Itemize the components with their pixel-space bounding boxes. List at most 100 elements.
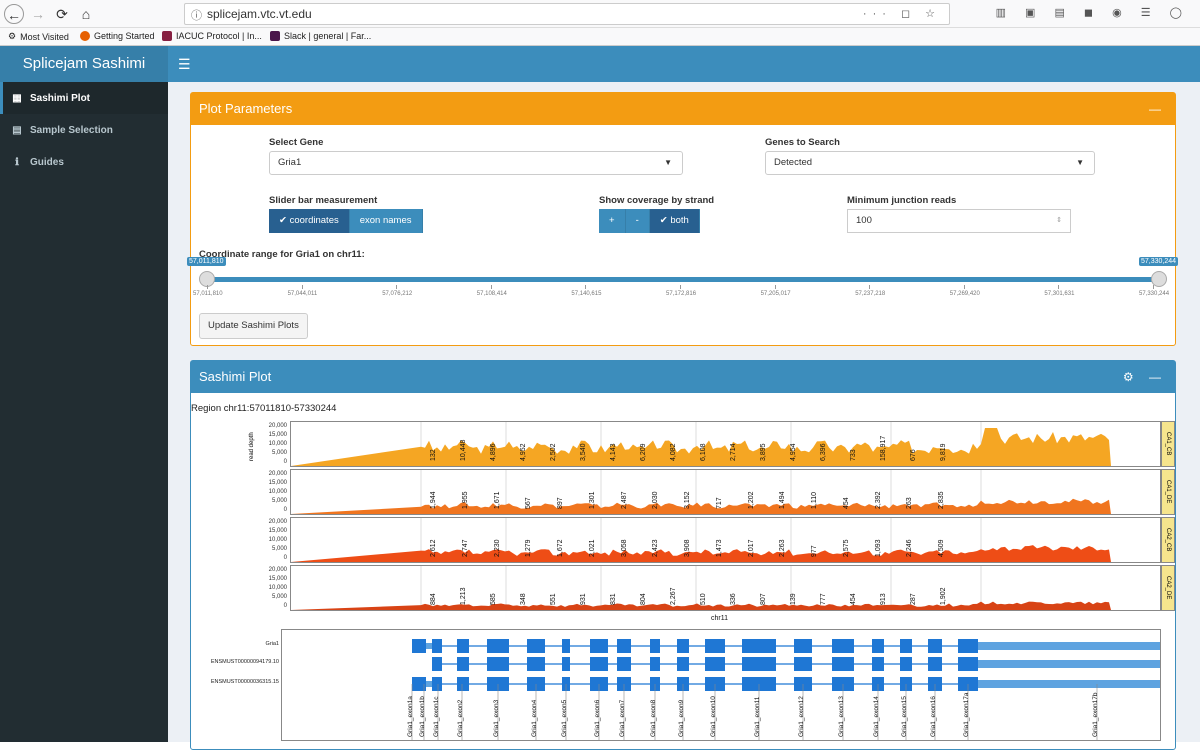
exon-label: Gria1_exon17a: [963, 692, 970, 737]
exon-block: [958, 639, 978, 653]
exon-block: [650, 639, 660, 653]
exon-block: [562, 639, 570, 653]
reload-icon[interactable]: ⟳: [56, 6, 68, 22]
page-actions-icon[interactable]: ··· ◻ ☆: [862, 8, 941, 20]
bookmark-most-visited[interactable]: ⚙ Most Visited: [8, 31, 69, 42]
slider-tick-mark: [774, 285, 776, 289]
junction-count-label: 777: [820, 593, 827, 605]
info-icon: ℹ: [15, 156, 19, 168]
junction-count-label: 1,955: [461, 491, 469, 509]
junction-count-label: 2,747: [461, 539, 469, 557]
check-icon: ✔: [659, 215, 671, 226]
bookmark-label: Most Visited: [20, 31, 69, 42]
junction-count-label: 733: [850, 449, 857, 461]
slider-measurement-group: ✔ coordinates exon names: [269, 209, 423, 233]
bookmark-getting-started[interactable]: Getting Started: [80, 31, 155, 41]
collapse-icon[interactable]: —: [1149, 102, 1167, 116]
sidebar-item-guides[interactable]: ℹ Guides: [0, 146, 168, 178]
exon-label: Gria1_exon17b: [1092, 692, 1099, 737]
y-tick-label: 20,000: [268, 423, 287, 429]
junction-count-label: 3,908: [684, 539, 692, 557]
junction-count-label: 3,152: [684, 491, 692, 509]
genes-to-search-dropdown[interactable]: Detected ▼: [765, 151, 1095, 175]
bookmark-label: IACUC Protocol | In...: [176, 31, 262, 41]
slider-tick-mark: [585, 285, 587, 289]
url-bar[interactable]: ⓘ splicejam.vtc.vt.edu ··· ◻ ☆: [184, 3, 950, 25]
update-sashimi-plots-button[interactable]: Update Sashimi Plots: [199, 313, 308, 339]
hamburger-menu-icon[interactable]: ☰: [178, 56, 191, 72]
junction-count-label: 1,279: [525, 539, 533, 557]
junction-count-label: 454: [850, 593, 857, 605]
plus-strand-button[interactable]: +: [599, 209, 626, 233]
junction-count-label: 2,017: [747, 539, 755, 557]
junction-count-label: 585: [490, 593, 497, 605]
min-junction-input[interactable]: 100 ⇕: [847, 209, 1071, 233]
browser-toolbar-icons[interactable]: ▥ ▣ ▤ ◼ ◉ ☰ ◯: [995, 7, 1190, 19]
junction-count-label: 551: [550, 593, 557, 605]
exon-block: [590, 657, 608, 671]
both-strand-button[interactable]: ✔ both: [649, 209, 700, 233]
exon-names-button[interactable]: exon names: [349, 209, 423, 233]
exon-label: Gria1_exon1a: [407, 696, 414, 737]
info-icon[interactable]: ⓘ: [191, 10, 202, 22]
coordinates-button[interactable]: ✔ coordinates: [269, 209, 350, 233]
y-tick-label: 15,000: [268, 480, 287, 486]
junction-count-label: 2,714: [730, 443, 737, 461]
minus-strand-button[interactable]: -: [625, 209, 650, 233]
junction-count-label: 158,917: [880, 435, 887, 461]
utr-block: [978, 680, 1200, 688]
select-gene-dropdown[interactable]: Gria1 ▼: [269, 151, 683, 175]
junction-count-label: 884: [430, 593, 437, 605]
track-strip-label: CA1_DE: [1161, 469, 1175, 515]
exon-block: [562, 657, 570, 671]
junction-count-label: 717: [715, 497, 723, 509]
coordinate-range-slider[interactable]: [205, 277, 1157, 282]
junction-count-label: 510: [700, 593, 707, 605]
slider-tick-mark: [1153, 285, 1154, 289]
y-tick-label: 5,000: [271, 498, 287, 504]
y-tick-label: 10,000: [268, 489, 287, 495]
junction-count-label: 6,108: [700, 443, 707, 461]
bookmark-slack[interactable]: Slack | general | Far...: [270, 31, 371, 41]
exon-label: Gria1_exon10: [710, 696, 717, 737]
junction-count-label: 2,575: [842, 539, 850, 557]
junction-count-label: 2,423: [652, 539, 660, 557]
y-tick-label: 15,000: [268, 576, 287, 582]
gear-icon: ⚙: [8, 31, 17, 41]
gear-collapse-icons[interactable]: ⚙ —: [1122, 370, 1167, 384]
exon-block: [457, 639, 469, 653]
sashimi-plot-box: Sashimi Plot ⚙ — Region chr11:57011810-5…: [190, 360, 1200, 750]
vt-icon: [162, 31, 172, 41]
slider-tick-label: 57,011,810: [193, 291, 223, 297]
transcript-label: Gria1: [265, 641, 279, 647]
junction-count-label: 348: [520, 593, 527, 605]
coverage-area: [291, 601, 1160, 610]
slider-tick-label: 57,237,218: [855, 291, 886, 297]
exon-block: [432, 677, 442, 691]
back-arrow-icon[interactable]: ←: [4, 4, 24, 24]
junction-count-label: 2,267: [670, 587, 677, 605]
coverage-area: [291, 545, 1160, 562]
app-title[interactable]: Splicejam Sashimi: [0, 46, 168, 82]
stepper-icon[interactable]: ⇕: [1056, 217, 1062, 224]
genes-to-search-value: Detected: [774, 157, 813, 168]
coordinate-range-label: Coordinate range for Gria1 on chr11:: [199, 249, 365, 260]
home-icon[interactable]: ⌂: [81, 6, 91, 22]
browser-toolbar: ← → ⟳ ⌂ ⓘ splicejam.vtc.vt.edu ··· ◻ ☆ ▥…: [0, 0, 1200, 28]
coverage-track: [290, 421, 1161, 467]
slider-tick-mark: [207, 285, 208, 289]
exon-label: Gria1_exon9: [678, 699, 685, 737]
junction-count-label: 454: [842, 497, 850, 509]
exon-block: [958, 657, 978, 671]
sidebar-item-sample-selection[interactable]: ▤ Sample Selection: [0, 114, 168, 146]
exon-label: Gria1_exon2: [457, 699, 464, 737]
forward-arrow-icon[interactable]: →: [31, 6, 45, 22]
exon-block: [432, 639, 442, 653]
exon-block: [650, 657, 660, 671]
exon-label: Gria1_exon16: [930, 696, 937, 737]
sidebar-item-sashimi-plot[interactable]: ▦ Sashimi Plot: [0, 82, 168, 114]
junction-count-label: 1,202: [747, 491, 755, 509]
show-coverage-label: Show coverage by strand: [599, 195, 715, 206]
slider-max-handle[interactable]: [1151, 271, 1167, 287]
bookmark-iacuc[interactable]: IACUC Protocol | In...: [162, 31, 262, 41]
